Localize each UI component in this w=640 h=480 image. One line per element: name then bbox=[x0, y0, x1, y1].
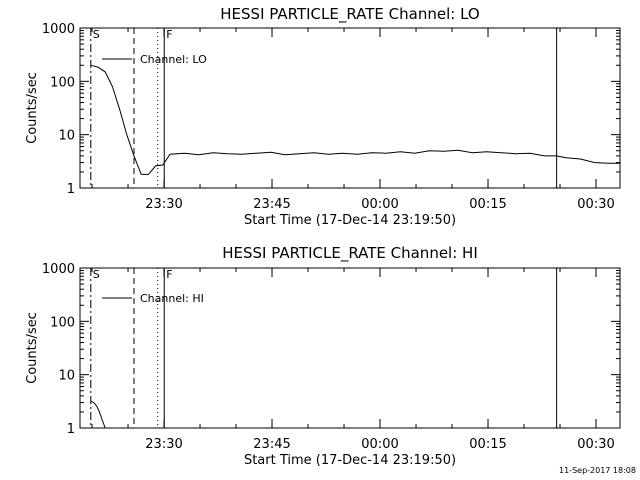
y-tick-label: 10 bbox=[58, 369, 75, 384]
panel-hi: HESSI PARTICLE_RATE Channel: HI 1 10 100 100… bbox=[25, 244, 640, 468]
legend-label: Channel: LO bbox=[140, 53, 207, 66]
y-tick-label: 10 bbox=[58, 129, 75, 144]
plot-frame bbox=[79, 27, 621, 189]
x-tick-label: 00:15 bbox=[469, 197, 506, 212]
event-marker-label: F bbox=[166, 28, 172, 41]
footer-timestamp: 11-Sep-2017 18:08 bbox=[559, 466, 636, 475]
legend-label: Channel: HI bbox=[140, 292, 204, 305]
y-tick-label: 100 bbox=[50, 315, 75, 330]
x-tick-label: 23:30 bbox=[145, 197, 182, 212]
x-tick-label: 00:30 bbox=[577, 197, 614, 212]
x-tick-label: 00:00 bbox=[361, 197, 398, 212]
y-axis-label: Counts/sec bbox=[25, 312, 40, 384]
y-tick-label: 1000 bbox=[42, 262, 75, 277]
x-tick-label: 00:00 bbox=[361, 437, 398, 452]
x-tick-label: 23:45 bbox=[253, 197, 290, 212]
x-tick-label: 23:30 bbox=[145, 437, 182, 452]
x-tick-label: 00:15 bbox=[469, 437, 506, 452]
x-axis-label: Start Time (17-Dec-14 23:19:50) bbox=[244, 213, 456, 228]
plot-frame bbox=[79, 267, 621, 429]
series-line bbox=[90, 400, 106, 428]
series-line bbox=[90, 64, 620, 175]
x-tick-label: 23:45 bbox=[253, 437, 290, 452]
x-tick-label: 00:30 bbox=[577, 437, 614, 452]
event-marker-label: S bbox=[93, 268, 100, 281]
y-tick-label: 1000 bbox=[42, 22, 75, 37]
y-axis-label: Counts/sec bbox=[25, 72, 40, 144]
y-tick-label: 1 bbox=[67, 182, 75, 197]
event-marker-label: F bbox=[166, 268, 172, 281]
chart-title: HESSI PARTICLE_RATE Channel: LO bbox=[220, 5, 479, 24]
y-tick-label: 100 bbox=[50, 75, 75, 90]
y-tick-label: 1 bbox=[67, 422, 75, 437]
event-marker-label: S bbox=[93, 28, 100, 41]
series-line bbox=[627, 291, 640, 428]
panel-lo: HESSI PARTICLE_RATE Channel: LO 1 10 100 100… bbox=[25, 5, 621, 228]
x-axis-label: Start Time (17-Dec-14 23:19:50) bbox=[244, 453, 456, 468]
chart-title: HESSI PARTICLE_RATE Channel: HI bbox=[222, 244, 478, 263]
